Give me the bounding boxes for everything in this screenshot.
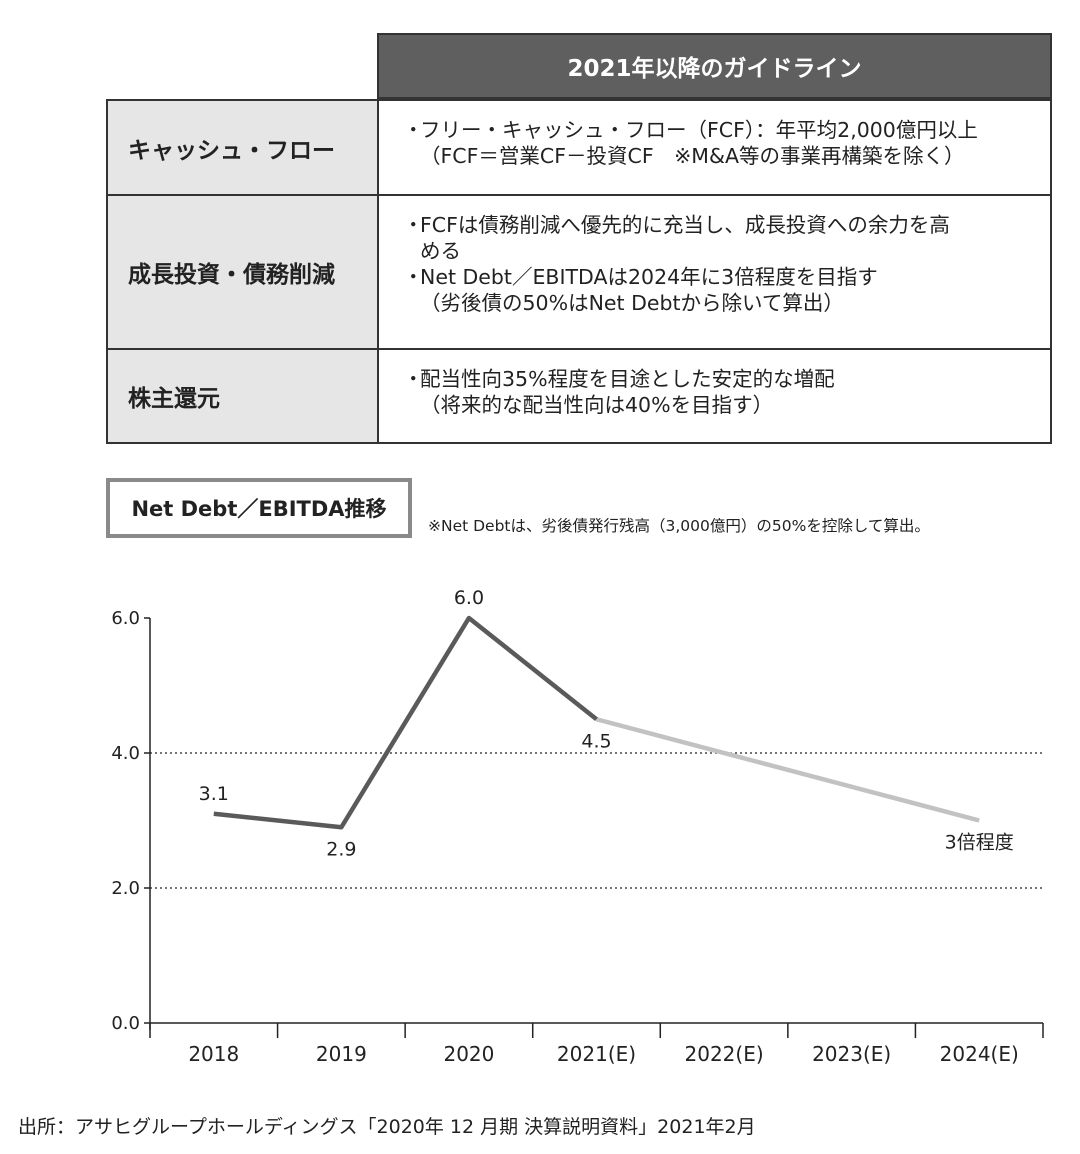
y-tick-label: 0.0 [111, 1013, 140, 1034]
bullet-mark: ・ [403, 118, 424, 142]
guideline-item-text: （FCF＝営業CF－投資CF ※M&A等の事業再構築を除く） [420, 144, 965, 168]
guideline-item-line: ・フリー・キャッシュ・フロー（FCF）：年平均2,000億円以上 [403, 117, 1040, 143]
x-tick-label: 2024(E) [940, 1042, 1019, 1066]
guideline-body: キャッシュ・フロー・フリー・キャッシュ・フロー（FCF）：年平均2,000億円以… [106, 99, 1052, 444]
bullet-mark [403, 143, 420, 169]
data-label: 2.9 [326, 838, 356, 860]
chart-note: ※Net Debtは、劣後債発行残高（3,000億円）の50%を控除して算出。 [428, 517, 930, 535]
x-tick-label: 2023(E) [812, 1042, 891, 1066]
target-series-line [595, 717, 980, 823]
guideline-item-line: ・ Net Debt／EBITDAは2024年に3倍程度を目指す [403, 264, 1040, 290]
data-label: 3.1 [199, 783, 229, 805]
guideline-row: 株主還元・配当性向35%程度を目途とした安定的な増配 （将来的な配当性向は40%を… [108, 348, 1050, 442]
guideline-row: 成長投資・債務削減・ FCFは債務削減へ優先的に充当し、成長投資への余力を高 める・… [108, 194, 1050, 348]
bullet-mark [403, 392, 420, 418]
guideline-header-row: 2021年以降のガイドライン [106, 33, 1052, 99]
x-tick-label: 2022(E) [685, 1042, 764, 1066]
actual-series-line [213, 615, 598, 830]
x-tick-label: 2020 [443, 1042, 494, 1066]
guideline-row-label: 株主還元 [108, 350, 379, 442]
guideline-table: 2021年以降のガイドライン キャッシュ・フロー・フリー・キャッシュ・フロー（F… [106, 33, 1052, 444]
x-tick-label: 2021(E) [557, 1042, 636, 1066]
guideline-row-content: ・配当性向35%程度を目途とした安定的な増配 （将来的な配当性向は40%を目指す） [379, 350, 1050, 442]
guideline-row-label: 成長投資・債務削減 [108, 196, 379, 348]
guideline-item-line: ・ FCFは債務削減へ優先的に充当し、成長投資への余力を高 [403, 212, 1040, 238]
y-tick-label: 4.0 [111, 743, 140, 764]
header-empty-cell [106, 33, 377, 99]
bullet-mark: ・ [403, 367, 424, 391]
guideline-item-text: FCFは債務削減へ優先的に充当し、成長投資への余力を高 [420, 213, 950, 237]
data-label: 6.0 [454, 587, 484, 609]
guideline-item-text: Net Debt／EBITDAは2024年に3倍程度を目指す [420, 265, 878, 289]
chart-title: Net Debt／EBITDA推移 [106, 478, 412, 538]
guideline-item-line: （劣後債の50%はNet Debtから除いて算出） [403, 290, 1040, 316]
x-tick-label: 2018 [188, 1042, 239, 1066]
data-label: 3倍程度 [945, 832, 1014, 854]
guideline-row-content: ・ FCFは債務削減へ優先的に充当し、成長投資への余力を高 める・ Net Debt／… [379, 196, 1050, 348]
guideline-row: キャッシュ・フロー・フリー・キャッシュ・フロー（FCF）：年平均2,000億円以… [108, 101, 1050, 194]
guideline-item-text: （劣後債の50%はNet Debtから除いて算出） [420, 291, 844, 315]
guideline-item-text: （将来的な配当性向は40%を目指す） [420, 393, 774, 417]
guideline-item-line: （FCF＝営業CF－投資CF ※M&A等の事業再構築を除く） [403, 143, 1040, 169]
source-note: 出所：アサヒグループホールディングス「2020年 12 月期 決算説明資料」20… [18, 1116, 756, 1138]
y-tick-label: 2.0 [111, 878, 140, 899]
y-tick-label: 6.0 [111, 608, 140, 629]
guideline-item-line: （将来的な配当性向は40%を目指す） [403, 392, 1040, 418]
bullet-mark: ・ [403, 213, 424, 237]
bullet-mark [403, 290, 420, 316]
bullet-mark: ・ [403, 265, 424, 289]
guideline-item-line: める [403, 238, 1040, 264]
x-tick-label: 2019 [316, 1042, 367, 1066]
net-debt-ebitda-chart: 0.0 2.0 4.0 6.0 2018 2019 2020 2021(E) 2022(E) 20… [111, 587, 1044, 1066]
guideline-item-line: ・配当性向35%程度を目途とした安定的な増配 [403, 366, 1040, 392]
guideline-row-label: キャッシュ・フロー [108, 101, 379, 194]
guideline-header: 2021年以降のガイドライン [377, 33, 1052, 99]
guideline-item-text: める [420, 239, 461, 263]
guideline-item-text: フリー・キャッシュ・フロー（FCF）：年平均2,000億円以上 [420, 118, 978, 142]
guideline-row-content: ・フリー・キャッシュ・フロー（FCF）：年平均2,000億円以上 （FCF＝営業C… [379, 101, 1050, 194]
guideline-item-text: 配当性向35%程度を目途とした安定的な増配 [420, 367, 835, 391]
bullet-mark [403, 238, 420, 264]
data-label: 4.5 [581, 730, 611, 752]
